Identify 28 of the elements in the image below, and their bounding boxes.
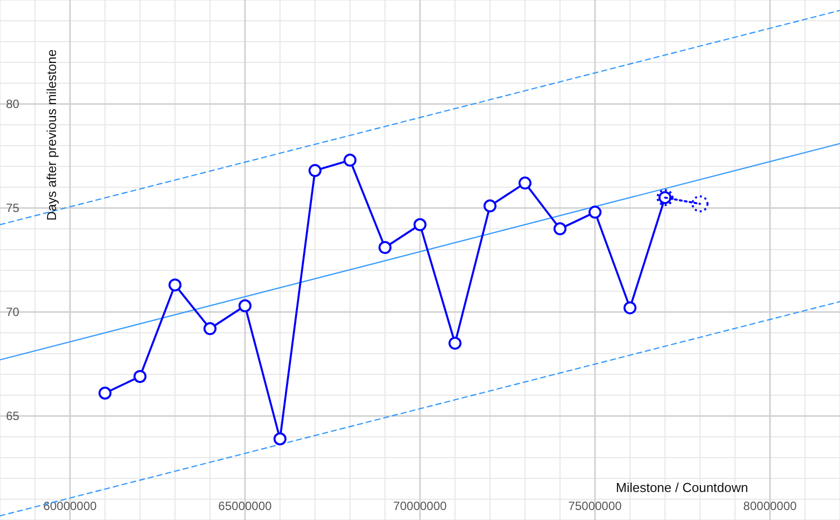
point [238, 299, 252, 312]
x-tick-label: 80000000 [743, 499, 798, 514]
y-axis-title: Days after previous milestone [44, 49, 59, 221]
point [344, 154, 356, 167]
x-tick-label: 70000000 [393, 499, 448, 514]
point [484, 199, 496, 212]
point [98, 386, 112, 400]
x-tick-label: 60000000 [43, 499, 98, 514]
point [692, 195, 708, 212]
point [134, 370, 146, 383]
y-tick-label: 75 [6, 201, 20, 216]
point [624, 301, 636, 314]
y-tick-label: 80 [6, 97, 20, 112]
point [274, 432, 286, 446]
y-tick-label: 65 [6, 409, 20, 424]
point [414, 218, 426, 232]
point [378, 241, 392, 254]
y-tick-label: 70 [6, 305, 20, 320]
point [448, 336, 462, 350]
x-tick-label: 65000000 [218, 499, 272, 514]
point [308, 164, 322, 178]
point [554, 222, 566, 236]
point [518, 176, 532, 190]
point [168, 278, 182, 292]
point [588, 206, 602, 219]
point [204, 322, 216, 336]
x-axis-title: Milestone / Countdown [616, 480, 748, 495]
x-tick-label: 75000000 [568, 499, 622, 514]
